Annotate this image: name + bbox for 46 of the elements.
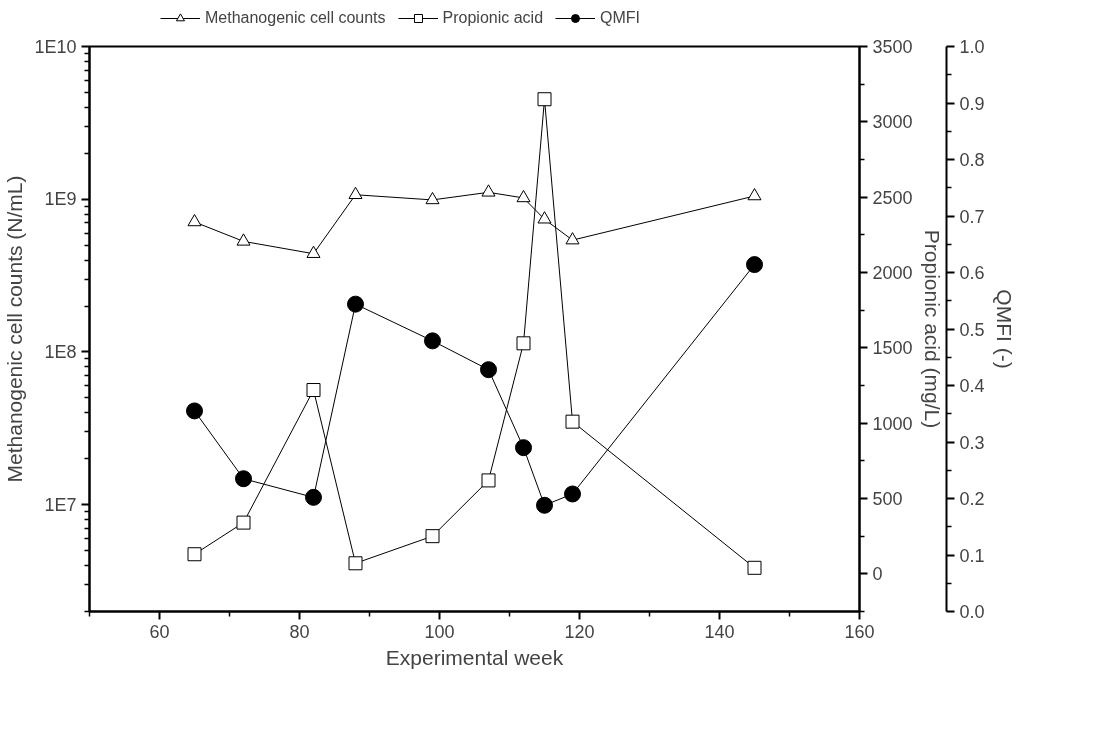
- y3-tick-label: 0.0: [959, 602, 985, 622]
- y2-tick-label: 2000: [872, 263, 913, 283]
- y3-axis-title: QMFI (-): [992, 289, 1016, 369]
- point: [747, 188, 762, 201]
- point: [425, 191, 440, 205]
- y-tick-label: 1E9: [44, 189, 77, 210]
- point: [236, 233, 251, 246]
- point: [565, 232, 580, 245]
- point: [537, 211, 552, 224]
- legend-label: Methanogenic cell counts: [204, 9, 386, 27]
- legend-label: QMFI: [600, 9, 641, 27]
- y3-tick-label: 0.8: [959, 150, 985, 170]
- x-tick-label: 60: [149, 621, 170, 642]
- y-axis-title: Methanogenic cell counts (N/mL): [3, 175, 27, 483]
- y3-tick-label: 0.1: [959, 545, 985, 566]
- y3-tick-label: 0.3: [959, 432, 985, 453]
- point: [306, 245, 321, 258]
- y3-tick-label: 0.6: [959, 263, 985, 283]
- x-tick-label: 80: [289, 621, 310, 642]
- point: [516, 189, 531, 203]
- x-tick-label: 120: [564, 621, 595, 642]
- y2-tick-label: 3500: [872, 37, 913, 57]
- y3-tick-label: 0.4: [959, 376, 985, 396]
- y2-tick-label: 1500: [872, 338, 913, 359]
- y3-tick-label: 0.5: [959, 319, 985, 340]
- x-axis-title: Experimental week: [385, 645, 564, 669]
- x-tick-label: 160: [844, 621, 875, 642]
- x-tick-label: 140: [704, 621, 735, 642]
- y2-tick-label: 1000: [872, 413, 913, 434]
- y3-tick-label: 1.0: [959, 37, 985, 57]
- y2-tick-label: 500: [872, 489, 903, 509]
- y-tick-label: 1E10: [34, 36, 77, 57]
- y3-tick-label: 0.9: [959, 93, 985, 114]
- y2-tick-label: 0: [872, 564, 883, 585]
- point: [348, 186, 363, 200]
- x-tick-label: 100: [424, 621, 455, 642]
- y3-tick-label: 0.2: [959, 489, 985, 509]
- y2-tick-label: 2500: [872, 187, 913, 208]
- y3-tick-label: 0.7: [959, 206, 985, 227]
- y-tick-label: 1E8: [44, 341, 77, 362]
- legend-label: Propionic acid: [442, 9, 544, 27]
- y-tick-label: 1E7: [44, 494, 77, 515]
- point: [481, 184, 496, 197]
- y2-axis-title: Propionic acid (mg/L): [920, 229, 944, 429]
- point: [187, 213, 202, 227]
- y2-tick-label: 3000: [872, 112, 913, 133]
